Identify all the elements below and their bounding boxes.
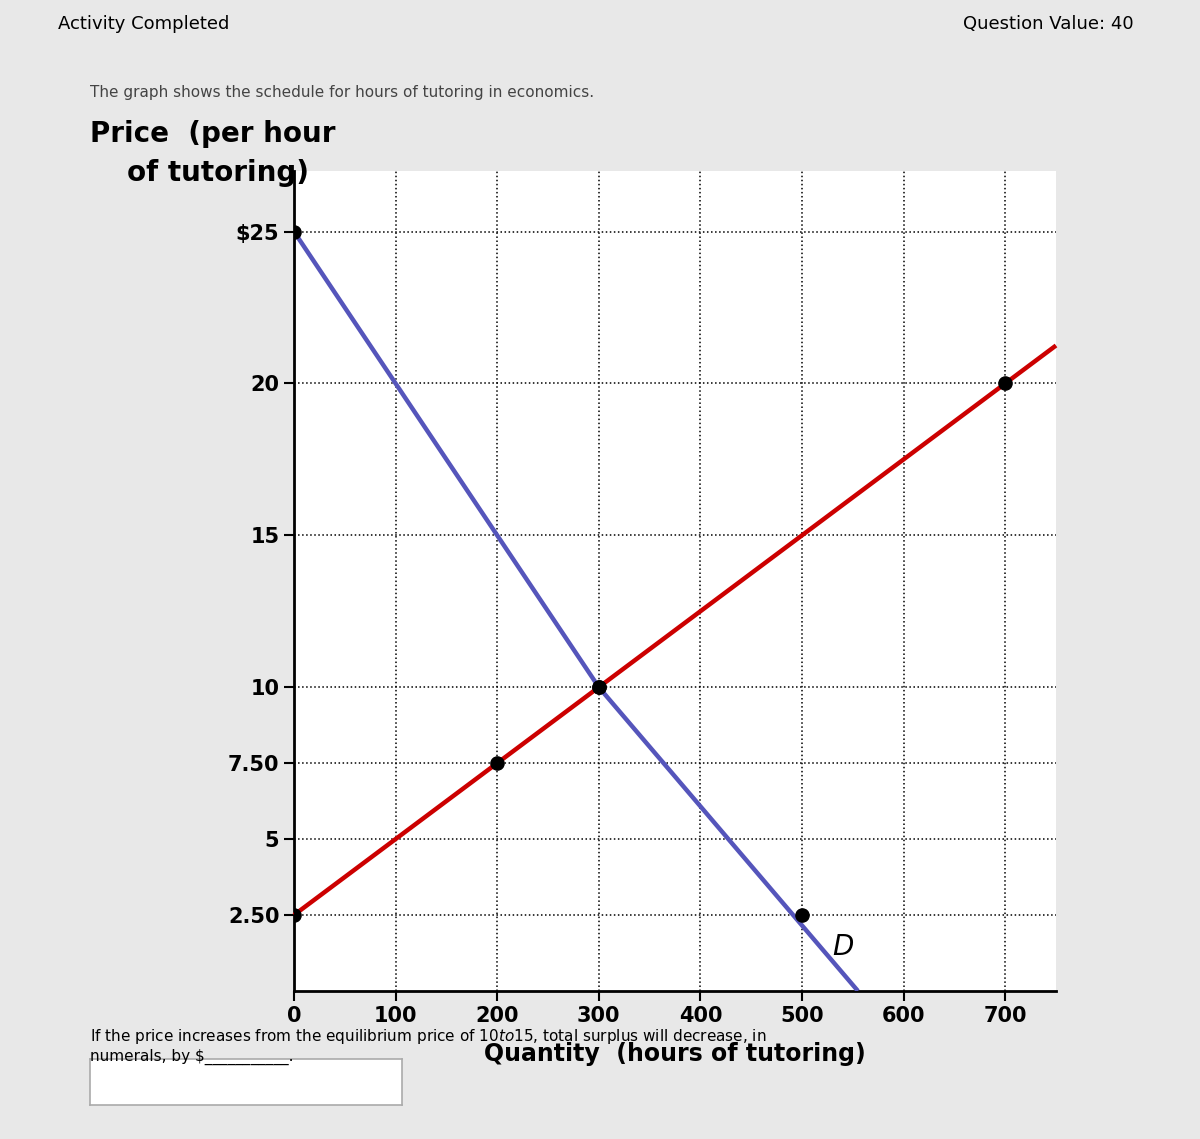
Point: [284, 222, 304, 240]
Text: The graph shows the schedule for hours of tutoring in economics.: The graph shows the schedule for hours o…: [90, 85, 594, 100]
Text: Activity Completed: Activity Completed: [58, 15, 229, 33]
Text: Question Value: 40: Question Value: 40: [964, 15, 1134, 33]
Point: [792, 906, 811, 924]
Text: Price  (per hour: Price (per hour: [90, 120, 336, 148]
X-axis label: Quantity  (hours of tutoring): Quantity (hours of tutoring): [484, 1042, 866, 1066]
Text: D: D: [833, 933, 854, 960]
Point: [589, 678, 608, 696]
Point: [284, 906, 304, 924]
Text: of tutoring): of tutoring): [127, 159, 310, 188]
Text: If the price increases from the equilibrium price of $10 to $15, total surplus w: If the price increases from the equilibr…: [90, 1027, 767, 1065]
Point: [589, 678, 608, 696]
Point: [996, 375, 1015, 393]
Point: [487, 754, 506, 772]
